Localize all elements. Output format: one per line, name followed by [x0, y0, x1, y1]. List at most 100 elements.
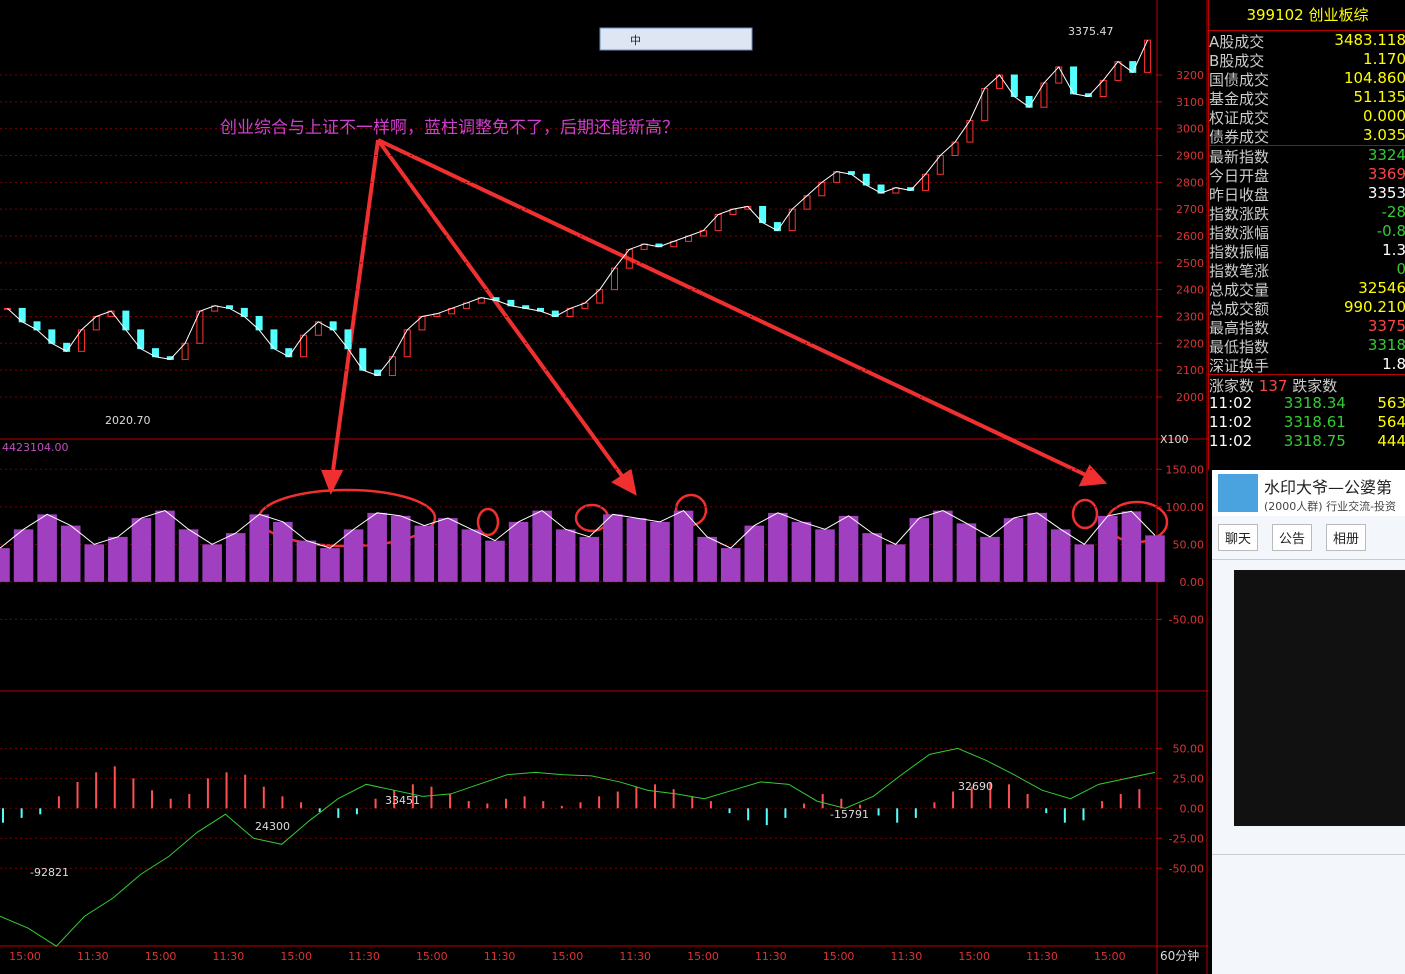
tick-time: 11:02: [1209, 413, 1253, 431]
chat-tabs: 聊天 公告 相册: [1212, 516, 1405, 560]
quote-row: B股成交 1.170: [1209, 50, 1405, 69]
x-tick-label: 11:30: [77, 950, 109, 963]
quote-row: 最新指数 3324: [1209, 145, 1405, 165]
y-tick-label: 3100: [1176, 96, 1204, 109]
quote-label: 基金成交: [1209, 90, 1270, 107]
quote-panel: 399102 创业板综 A股成交 3483.118 B股成交 1.170 国债成交 104…: [1208, 0, 1405, 470]
quote-label: 指数笔涨: [1209, 262, 1270, 279]
quote-label: 最新指数: [1209, 148, 1270, 165]
quote-label: 最低指数: [1209, 338, 1270, 355]
x-tick-label: 15:00: [9, 950, 41, 963]
tick-time: 11:02: [1209, 394, 1253, 412]
avatar: [1218, 474, 1258, 512]
tick-list: 11:02 3318.34 563 11:02 3318.61 564 11:02 3318.…: [1209, 394, 1405, 451]
quote-rows: A股成交 3483.118 B股成交 1.170 国债成交 104.860 基金成交 51.1…: [1209, 31, 1405, 374]
chat-header: 水印大爷—公婆第 (2000人群) 行业交流-投资: [1212, 470, 1405, 516]
macd-label: -92821: [30, 866, 69, 879]
period[interactable]: 60分钟: [1160, 948, 1199, 963]
quote-row: 今日开盘 3369: [1209, 165, 1405, 184]
quote-value: 0: [1396, 260, 1405, 278]
y-tick-label: 2400: [1176, 284, 1204, 297]
tick-price: 3318.34: [1283, 394, 1346, 412]
x-tick-label: 15:00: [1094, 950, 1126, 963]
tick-vol: 444: [1377, 432, 1405, 450]
y-tick-label: 2700: [1176, 203, 1204, 216]
quote-value: 990.210: [1343, 298, 1405, 316]
quote-value: 3483.118: [1334, 31, 1405, 49]
y-tick-label: -50.00: [1169, 613, 1204, 626]
quote-label: A股成交: [1209, 33, 1265, 50]
up-label: 涨家数: [1209, 377, 1255, 394]
quote-value: 3375: [1367, 317, 1405, 335]
quote-row: 权证成交 0.000: [1209, 107, 1405, 126]
quote-value: 51.135: [1353, 88, 1405, 106]
y-tick-label: 0.00: [1180, 802, 1205, 815]
quote-value: 0.000: [1363, 107, 1405, 125]
tick-row: 11:02 3318.34 563: [1209, 394, 1405, 413]
chat-tab[interactable]: 相册: [1326, 524, 1367, 551]
x-tick-label: 11:30: [1026, 950, 1058, 963]
y-tick-label: 3200: [1176, 69, 1204, 82]
annotation: 创业综合与上证不一样啊，蓝柱调整免不了，后期还能新高？: [220, 118, 679, 138]
x-tick-label: 11:30: [891, 950, 923, 963]
y-tick-label: 100.00: [1166, 501, 1205, 514]
quote-row: 指数振幅 1.3: [1209, 241, 1405, 260]
quote-row: 基金成交 51.135: [1209, 88, 1405, 107]
chat-tab[interactable]: 聊天: [1218, 524, 1259, 551]
quote-label: 今日开盘: [1209, 167, 1270, 184]
chat-subtitle: (2000人群) 行业交流-投资: [1264, 500, 1397, 513]
y-tick-label: 2300: [1176, 310, 1204, 323]
arrows: [321, 138, 1108, 496]
y-tick-label: 50.00: [1173, 538, 1205, 551]
quote-value: 1.170: [1363, 50, 1405, 68]
quote-value: 104.860: [1343, 69, 1405, 87]
y-tick-label: 2100: [1176, 364, 1204, 377]
quote-row: 指数笔涨 0: [1209, 260, 1405, 279]
quote-label: 昨日收盘: [1209, 186, 1270, 203]
down-label: 跌家数: [1292, 377, 1338, 394]
quote-value: 1.3: [1382, 241, 1405, 259]
up-count: 137: [1258, 377, 1288, 394]
quote-label: 深证换手: [1209, 357, 1270, 374]
y-tick-label: 150.00: [1166, 463, 1205, 476]
quote-row: 最高指数 3375: [1209, 317, 1405, 336]
dif-line: [0, 747, 1156, 947]
high-label: 3375.47: [1068, 25, 1114, 38]
chart-area: 中 创业综合与上证不一样啊，蓝柱调整免不了，后期还能新高？ 60分钟 2000 2…: [0, 0, 1208, 974]
tick-time: 11:02: [1209, 432, 1253, 450]
macd-label: -15791: [830, 808, 869, 821]
quote-row: 最低指数 3318: [1209, 336, 1405, 355]
quote-label: 指数涨幅: [1209, 224, 1270, 241]
toolbar-label[interactable]: 中: [630, 34, 641, 47]
code: 399102: [1246, 6, 1304, 24]
y-tick-label: 2600: [1176, 230, 1204, 243]
chat-tab[interactable]: 公告: [1272, 524, 1313, 551]
quote-row: 昨日收盘 3353: [1209, 184, 1405, 203]
y-tick-label: -25.00: [1169, 832, 1204, 845]
x-tick-label: 15:00: [552, 950, 584, 963]
tick-row: 11:02 3318.75 444: [1209, 432, 1405, 451]
breadth: 涨家数 137 跌家数: [1209, 374, 1405, 394]
chat-window: 水印大爷—公婆第 (2000人群) 行业交流-投资 聊天 公告 相册: [1212, 470, 1405, 974]
tick-vol: 563: [1377, 394, 1405, 412]
x-tick-label: 15:00: [416, 950, 448, 963]
macd-label: 32690: [958, 780, 993, 793]
y-tick-label: 3000: [1176, 123, 1204, 136]
quote-row: 指数涨跌 -28: [1209, 203, 1405, 222]
quote-value: -0.8: [1376, 222, 1405, 240]
chat-title: 水印大爷—公婆第: [1264, 478, 1393, 497]
shared-image: [1234, 570, 1405, 826]
quote-row: 总成交额 990.210: [1209, 298, 1405, 317]
y-tick-label: 2900: [1176, 150, 1204, 163]
toolbar[interactable]: [599, 27, 753, 51]
quote-label: 权证成交: [1209, 109, 1270, 126]
y-tick-label: 2500: [1176, 257, 1204, 270]
y-tick-label: 2000: [1176, 391, 1204, 404]
y-tick-label: 0.00: [1180, 576, 1205, 589]
quote-label: 总成交量: [1209, 281, 1270, 298]
quote-row: 国债成交 104.860: [1209, 69, 1405, 88]
quote-value: 3353: [1367, 184, 1405, 202]
quote-value: 3.035: [1363, 126, 1405, 144]
quote-value: 3324: [1367, 146, 1405, 164]
